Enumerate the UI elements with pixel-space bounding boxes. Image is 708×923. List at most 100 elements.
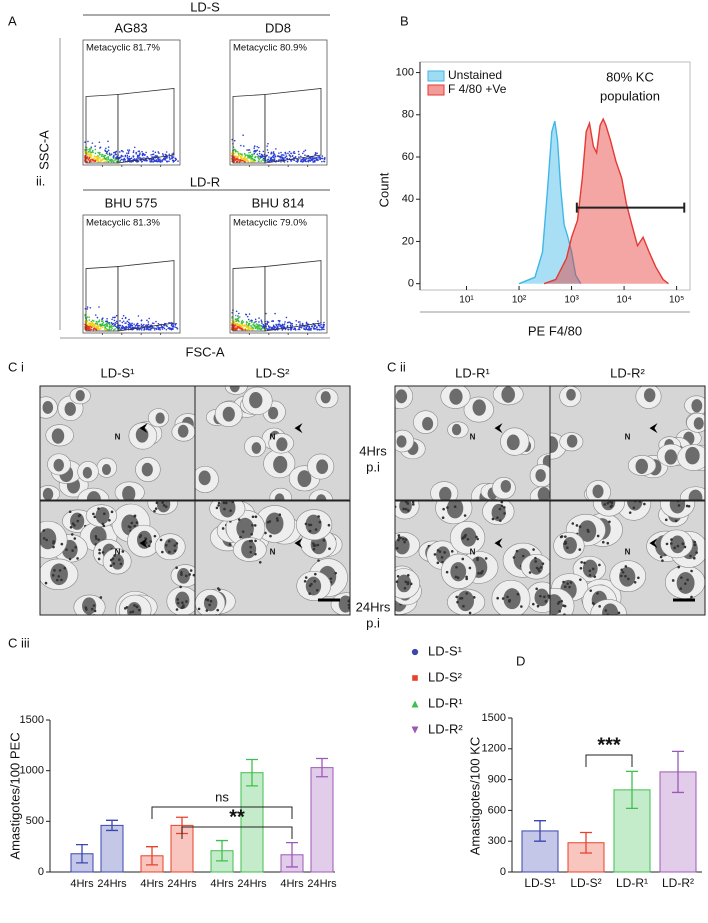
flow-event: [133, 323, 135, 325]
parasite: [135, 521, 139, 524]
flow-event: [162, 154, 165, 156]
parasite: [239, 535, 242, 539]
flow-event: [113, 151, 116, 154]
nucleus-label: N: [270, 432, 276, 441]
flow-event: [249, 151, 252, 154]
flow-event: [88, 156, 91, 159]
flow-event: [158, 152, 160, 154]
parasite: [90, 607, 94, 611]
flow-event: [168, 156, 171, 159]
flow-event: [238, 312, 240, 315]
parasite: [440, 556, 444, 559]
flow-event: [174, 159, 177, 162]
flow-event: [88, 324, 91, 326]
flow-event: [127, 321, 130, 324]
row-label: p.i: [366, 615, 380, 630]
flow-event: [157, 326, 159, 329]
flow-event: [120, 158, 123, 161]
parasite: [113, 554, 116, 557]
y-tick-label: 60: [402, 151, 414, 163]
flow-event: [101, 159, 103, 161]
flow-event: [88, 322, 90, 325]
flow-event: [84, 161, 86, 163]
parasite: [315, 588, 319, 592]
flow-event: [278, 152, 280, 154]
flow-event: [91, 321, 94, 324]
flow-event: [279, 325, 282, 328]
error-bar: [246, 758, 258, 787]
flow-event: [124, 317, 127, 320]
flow-event: [235, 158, 238, 161]
parasite: [399, 536, 402, 540]
nucleus: [396, 435, 407, 448]
flow-event: [97, 324, 99, 327]
parasite: [598, 563, 601, 567]
sublabel: ii.: [36, 173, 45, 188]
flow-event: [86, 161, 89, 163]
parasite: [632, 506, 636, 510]
nucleus: [472, 399, 486, 416]
flow-event: [308, 157, 310, 160]
flow-event: [255, 320, 257, 323]
flow-event: [170, 328, 173, 331]
nucleus: [535, 469, 546, 482]
nucleus: [198, 470, 211, 486]
flow-event: [306, 328, 309, 331]
flow-event: [135, 324, 138, 326]
significance-bracket: [585, 754, 633, 767]
flow-event: [262, 159, 265, 162]
error-bar: [76, 843, 88, 864]
parasite: [101, 522, 105, 526]
parasite: [185, 600, 188, 603]
flow-event: [245, 325, 248, 327]
flow-event: [130, 327, 132, 329]
flow-event: [257, 156, 259, 159]
parasite: [397, 534, 401, 537]
parasite: [264, 531, 267, 535]
y-tick-label: 900: [488, 774, 506, 786]
flow-event: [140, 319, 143, 322]
parasite: [534, 556, 537, 560]
flow-event: [128, 318, 130, 321]
x-tick-label: 4Hrs: [280, 878, 304, 890]
nucleus: [175, 591, 190, 610]
parasite: [131, 610, 135, 614]
parasite: [541, 562, 545, 565]
parasite: [579, 566, 583, 570]
flow-event: [252, 326, 254, 329]
parasite: [406, 582, 410, 586]
nucleus: [439, 486, 452, 500]
parasite: [598, 605, 601, 608]
flow-event: [128, 157, 130, 160]
flow-event: [110, 160, 113, 163]
flow-event: [231, 319, 233, 321]
x-tick-label: 24Hrs: [237, 878, 267, 890]
parasite: [52, 545, 55, 549]
gate-bar: [575, 202, 686, 213]
parasite: [175, 608, 179, 611]
parasite: [461, 557, 465, 561]
parasite: [314, 544, 317, 547]
micrograph: [195, 501, 350, 615]
nucleus: [669, 501, 686, 514]
legend-marker: [411, 726, 419, 734]
y-tick-label: 20: [402, 235, 414, 247]
parasite: [153, 534, 157, 538]
parasite: [108, 518, 111, 522]
nucleus: [222, 406, 235, 422]
flow-event: [255, 323, 258, 325]
parasite: [438, 550, 442, 553]
flow-event: [111, 159, 113, 161]
error-bar: [216, 839, 228, 862]
flow-event: [322, 323, 325, 326]
flow-event: [272, 325, 275, 328]
nucleus: [265, 512, 284, 535]
flow-event: [257, 160, 260, 163]
nucleus-label: N: [115, 432, 121, 441]
flow-event: [260, 160, 263, 162]
flow-event: [159, 161, 162, 163]
flow-event: [274, 312, 276, 315]
flow-event: [231, 316, 233, 318]
parasite: [101, 551, 105, 554]
parasite: [141, 616, 144, 619]
